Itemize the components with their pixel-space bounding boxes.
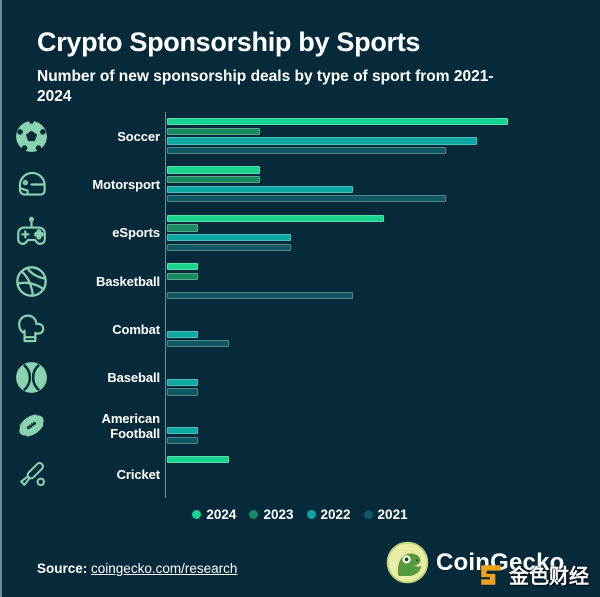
chart-legend: 2024 2023 2022 2021 [0, 507, 600, 522]
legend-item: 2021 [363, 507, 408, 522]
header: Crypto Sponsorship by Sports Number of n… [37, 27, 517, 108]
bar-2021 [167, 291, 353, 299]
coingecko-gecko-icon [386, 541, 429, 584]
coingecko-brand: CoinGecko [386, 541, 565, 584]
baseball-icon [0, 359, 62, 396]
bar-group [167, 214, 384, 251]
category-label: American Football [101, 410, 161, 441]
bar-2022 [167, 233, 291, 242]
bar-group [167, 408, 198, 444]
bar-2024 [167, 166, 260, 174]
coingecko-wordmark: CoinGecko [436, 548, 565, 576]
bar-2024 [167, 456, 229, 464]
bar-2021 [167, 146, 446, 155]
bar-2022 [167, 185, 353, 193]
game-controller-icon [0, 214, 62, 251]
bar-2023 [167, 224, 198, 232]
chart-row: American Football [0, 402, 600, 450]
bar-2022 [167, 378, 198, 387]
bar-2024 [167, 214, 384, 222]
legend-label: 2024 [206, 507, 237, 522]
category-label: Motorsport [92, 176, 160, 192]
bar-chart: Soccer Motorsport eSports Basketball Com… [0, 112, 600, 498]
chart-row: Combat [0, 305, 600, 353]
category-label: Baseball [107, 370, 160, 386]
y-axis-line [165, 112, 166, 498]
legend-item: 2024 [192, 507, 236, 522]
page-subtitle: Number of new sponsorship deals by type … [37, 68, 494, 106]
category-label: eSports [112, 225, 160, 241]
bar-2021 [167, 436, 198, 444]
bar-group [167, 263, 353, 299]
category-label: Cricket [116, 466, 160, 482]
soccer-ball-icon [0, 118, 62, 155]
bar-2022 [167, 137, 477, 145]
bar-2024 [167, 263, 198, 271]
legend-dot-icon [306, 510, 316, 519]
boxing-glove-icon [0, 311, 62, 348]
legend-label: 2021 [377, 507, 408, 522]
bar-2023 [167, 127, 260, 135]
american-football-icon [0, 407, 62, 444]
bar-2023 [167, 176, 260, 184]
chart-row: eSports [0, 209, 600, 257]
bar-2021 [167, 340, 229, 348]
chart-row: Motorsport [0, 160, 600, 208]
jinse-watermark: 金色财经 [478, 560, 589, 589]
bar-2022 [167, 427, 198, 435]
chart-row: Basketball [0, 257, 600, 305]
legend-label: 2023 [263, 507, 294, 522]
chart-row: Soccer [0, 112, 600, 160]
bar-group [167, 311, 229, 348]
cricket-bat-icon [0, 456, 62, 493]
source-label: Source: [37, 561, 88, 576]
chart-row: Baseball [0, 353, 600, 401]
page-title: Crypto Sponsorship by Sports [37, 27, 421, 57]
racing-helmet-icon [0, 166, 62, 203]
legend-dot-icon [192, 510, 202, 519]
bar-group [167, 360, 198, 396]
legend-item: 2022 [306, 507, 351, 522]
legend-item: 2023 [249, 507, 294, 522]
bar-2024 [167, 118, 508, 126]
chart-row: Cricket [0, 450, 600, 498]
category-label: Soccer [117, 128, 160, 144]
bar-2021 [167, 243, 291, 251]
category-label: Combat [112, 321, 160, 337]
basketball-icon [0, 263, 62, 300]
legend-label: 2022 [320, 507, 351, 522]
bar-2021 [167, 195, 446, 203]
bar-group [167, 118, 508, 155]
bar-2021 [167, 388, 198, 396]
source-link[interactable]: coingecko.com/research [91, 561, 238, 576]
category-label: Basketball [95, 273, 160, 289]
left-edge-line [0, 0, 2, 597]
bar-2023 [167, 272, 198, 280]
legend-dot-icon [249, 510, 259, 519]
jinse-logo-icon [481, 564, 501, 585]
source-line: Source: coingecko.com/research [37, 561, 237, 576]
bar-group [167, 166, 446, 203]
bar-2022 [167, 330, 198, 338]
legend-dot-icon [363, 510, 373, 519]
jinse-watermark-text: 金色财经 [509, 566, 589, 588]
bar-group [167, 456, 229, 492]
